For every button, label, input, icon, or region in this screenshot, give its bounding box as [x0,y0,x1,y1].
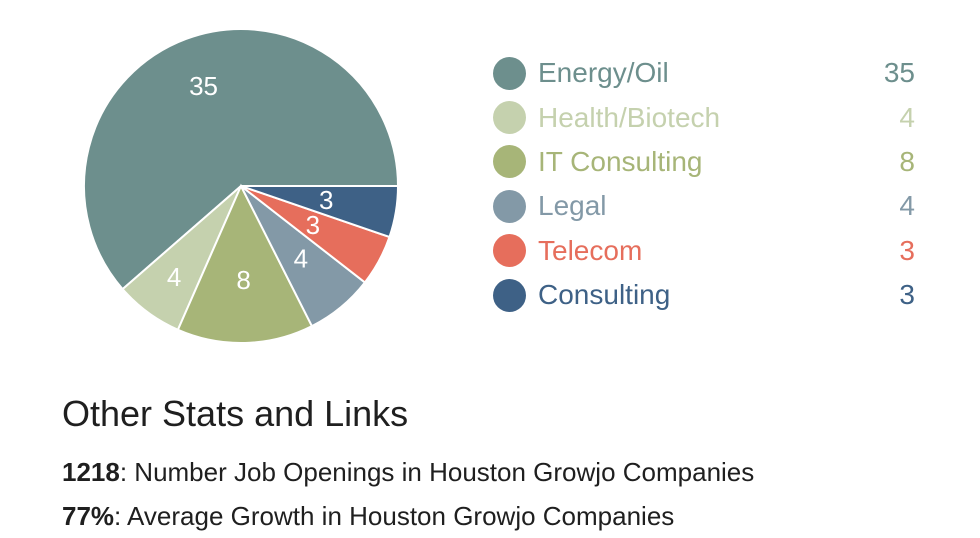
stat-job-openings: 1218: Number Job Openings in Houston Gro… [62,450,754,494]
legend-label: IT Consulting [538,145,703,177]
data-label-legal: 4 [294,244,308,274]
legend-label: Energy/Oil [538,57,669,89]
legend-swatch [493,234,526,268]
legend-item-legal[interactable]: Legal 4 [493,184,915,228]
pie-slice-consulting[interactable] [240,185,400,239]
legend-label: Consulting [538,279,671,311]
data-label-telecom: 3 [306,210,320,240]
data-label-it-consulting: 8 [236,265,250,295]
legend-value: 3 [899,234,915,266]
legend-item-health-biotech[interactable]: Health/Biotech 4 [493,95,915,139]
data-label-energy-oil: 35 [189,71,218,101]
stat-value: 77% [62,501,115,531]
legend-label: Health/Biotech [538,101,721,133]
legend-value: 8 [899,145,915,177]
legend-value: 4 [899,101,915,133]
data-label-health-biotech: 4 [167,262,181,292]
stat-text: : Number Job Openings in Houston Growjo … [119,457,755,487]
legend-item-consulting[interactable]: Consulting 3 [493,273,915,317]
legend-value: 35 [883,57,915,89]
legend-swatch [493,278,526,312]
legend-label: Legal [538,190,607,222]
stat-value: 1218 [62,457,120,487]
other-stats-section: Other Stats and Links 1218: Number Job O… [62,390,754,538]
legend-item-energy-oil[interactable]: Energy/Oil 35 [493,51,915,95]
pie-slice-energy-oil[interactable] [83,28,400,291]
stat-text: : Average Growth in Houston Growjo Compa… [114,501,675,531]
stats-title: Other Stats and Links [62,393,409,434]
legend-swatch [493,189,526,223]
legend-swatch [493,145,526,179]
legend-item-telecom[interactable]: Telecom 3 [493,229,915,273]
pie-slice-it-consulting[interactable] [176,183,314,344]
legend-value: 3 [899,279,915,311]
legend-value: 4 [899,190,915,222]
data-label-consulting: 3 [319,185,333,215]
legend-label: Telecom [538,234,643,266]
stat-average-growth: 77%: Average Growth in Houston Growjo Co… [62,494,754,538]
legend-item-it-consulting[interactable]: IT Consulting 8 [493,140,915,184]
legend: Energy/Oil 35 Health/Biotech 4 IT Consul… [493,51,915,317]
legend-swatch [493,56,526,90]
legend-swatch [493,101,526,135]
